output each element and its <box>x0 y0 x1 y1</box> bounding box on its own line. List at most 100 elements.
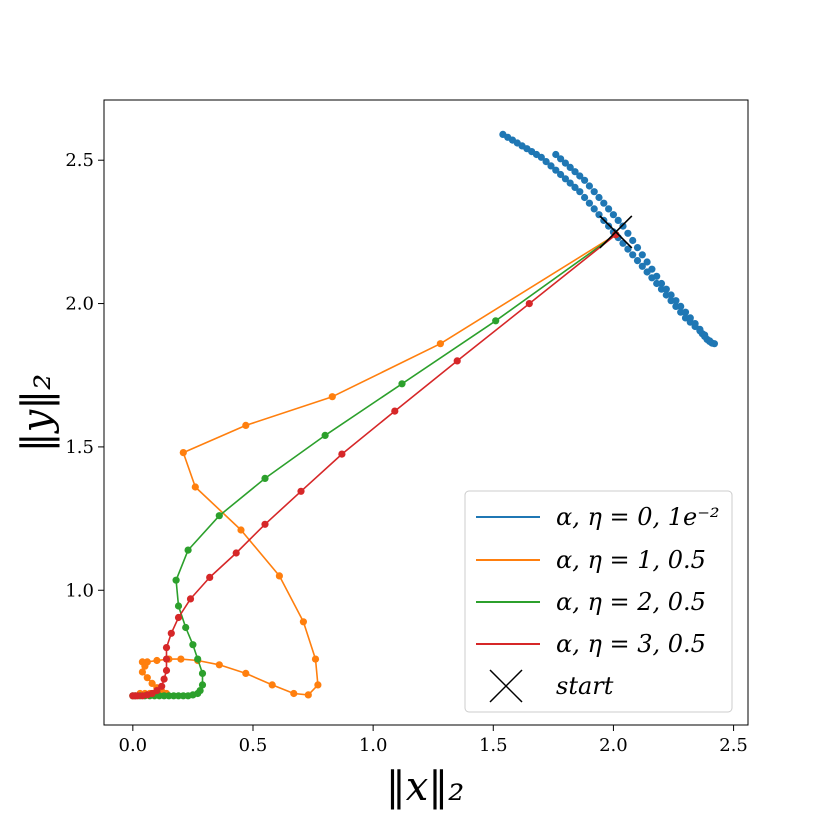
data-point <box>561 159 570 167</box>
data-point <box>158 682 166 690</box>
data-point <box>174 613 183 622</box>
data-point <box>643 258 651 266</box>
data-point <box>160 675 168 683</box>
y-tick-label: 1.5 <box>65 437 94 458</box>
data-point <box>691 320 699 328</box>
data-point <box>153 656 161 665</box>
x-tick-label: 1.0 <box>359 735 388 756</box>
data-point <box>552 150 560 159</box>
legend-label-start: start <box>556 672 614 700</box>
data-point <box>590 205 598 213</box>
data-point <box>177 655 185 663</box>
data-point <box>638 251 646 259</box>
data-point <box>232 549 240 557</box>
data-point <box>242 669 250 678</box>
data-point <box>148 679 156 688</box>
legend-box <box>464 490 733 713</box>
data-point <box>566 179 574 187</box>
data-point <box>162 655 171 663</box>
data-point <box>609 211 618 219</box>
data-point <box>537 153 545 161</box>
data-point <box>297 487 305 495</box>
data-point <box>696 325 704 333</box>
data-point <box>492 317 500 325</box>
data-point <box>662 285 670 293</box>
data-point <box>605 205 613 213</box>
data-point <box>605 222 613 230</box>
data-point <box>304 691 312 699</box>
x-tick-label: 0.0 <box>119 735 148 756</box>
data-point <box>206 573 214 582</box>
plot-marks <box>129 130 719 700</box>
legend-label-series-2: α, η = 2, 0.5 <box>556 588 706 616</box>
data-point <box>677 302 685 310</box>
data-point <box>629 251 637 259</box>
data-point <box>585 199 594 207</box>
data-point <box>261 520 269 528</box>
data-point <box>638 262 646 270</box>
data-point <box>706 337 714 345</box>
data-point <box>311 655 320 663</box>
data-point <box>576 188 584 196</box>
data-point <box>686 314 694 322</box>
data-point <box>186 595 195 603</box>
data-point <box>557 170 565 179</box>
data-point <box>299 618 307 626</box>
data-point <box>172 576 180 584</box>
data-point <box>701 331 709 339</box>
data-point <box>191 483 199 491</box>
legend-label-series-0: α, η = 0, 1e⁻² <box>556 503 720 531</box>
series-3 <box>129 231 620 700</box>
data-point <box>624 229 632 237</box>
data-point <box>391 407 399 415</box>
data-point <box>194 655 202 663</box>
data-point <box>566 163 574 171</box>
data-point <box>141 662 149 670</box>
data-point <box>600 199 608 207</box>
data-point <box>436 340 444 348</box>
x-tick-label: 2.5 <box>719 735 748 756</box>
data-point <box>629 236 637 245</box>
legend: α, η = 0, 1e⁻² α, η = 1, 0.5 α, η = 2, 0… <box>464 490 733 713</box>
x-tick-label: 0.5 <box>239 735 268 756</box>
y-axis-label: ‖y‖₂ <box>14 374 60 453</box>
data-point <box>179 449 187 457</box>
data-point <box>138 668 146 676</box>
x-tick-label: 2.0 <box>599 735 628 756</box>
data-point <box>328 393 336 401</box>
data-point <box>557 155 565 163</box>
data-point <box>576 172 584 180</box>
data-point <box>398 380 406 388</box>
data-point <box>581 176 589 184</box>
data-point <box>614 216 622 224</box>
data-point <box>237 526 245 534</box>
data-point <box>184 546 192 554</box>
data-point <box>189 641 197 649</box>
data-point <box>633 257 642 265</box>
series-1 <box>136 231 620 699</box>
legend-start-marker <box>489 669 523 703</box>
data-point <box>590 188 598 196</box>
data-point <box>552 166 560 174</box>
data-point <box>585 182 594 190</box>
data-point <box>261 474 269 482</box>
x-tick-label: 1.5 <box>479 735 508 756</box>
y-tick-label: 2.5 <box>65 150 94 171</box>
data-point <box>561 175 570 183</box>
data-point <box>657 279 666 288</box>
data-point <box>571 183 579 191</box>
data-point <box>129 692 137 700</box>
data-point <box>215 512 223 520</box>
data-point <box>547 162 555 170</box>
legend-label-series-1: α, η = 1, 0.5 <box>556 546 706 574</box>
data-point <box>290 689 298 698</box>
data-point <box>619 222 627 230</box>
data-point <box>198 669 207 678</box>
y-tick-label: 1.0 <box>65 580 94 601</box>
start-marker <box>599 215 633 249</box>
data-point <box>338 450 346 458</box>
data-point <box>275 572 283 580</box>
data-point <box>174 602 183 610</box>
data-point <box>242 421 250 429</box>
